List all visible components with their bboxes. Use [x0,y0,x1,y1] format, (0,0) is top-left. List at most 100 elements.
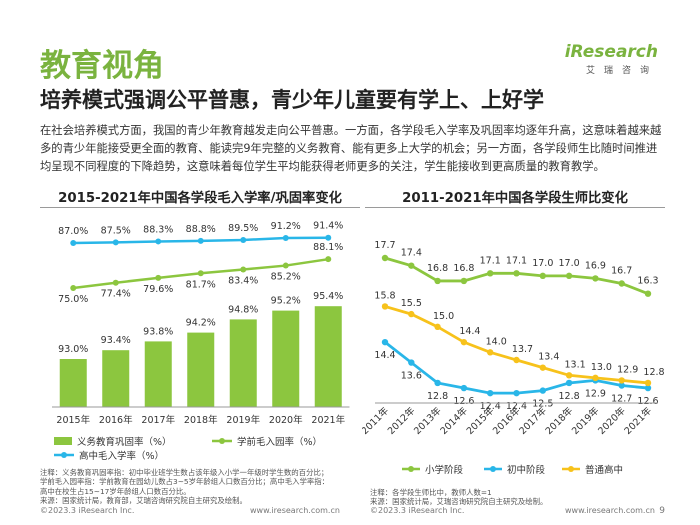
data-label: 16.9 [585,260,606,271]
data-label: 12.8 [427,391,448,402]
footer-right-url[interactable]: www.iresearch.com.cn [565,506,655,515]
point-preschool-enrollment [325,256,332,263]
point-highschool-enrollment [70,240,77,246]
point-preschool-enrollment [197,270,204,277]
page-subtitle: 培养模式强调公平普惠，青少年儿童要有学上、上好学 [40,88,544,112]
preschool-data-label: 77.4% [101,289,131,300]
data-label: 14.4 [459,326,480,337]
point-senior-high [381,303,389,310]
intro-paragraph: 在社会培养模式方面，我国的青少年教育越发走向公平普惠。一方面，各学段毛入学率及巩… [40,124,662,173]
highschool-data-label: 91.4% [313,221,343,232]
x-tick-label: 2021年 [622,404,655,437]
data-label: 16.3 [637,276,658,287]
right-chart-title-divider [365,207,665,208]
footer-right-copyright: ©2023.3 iResearch Inc. [370,506,465,515]
data-label: 17.7 [374,240,395,251]
legend-label: 小学阶段 [425,464,464,476]
point-highschool-enrollment [282,234,289,241]
x-tick-label: 2021年 [311,414,345,426]
bar-consolidation-rate [102,350,130,407]
logo-word: iResearch [564,42,658,62]
left-chart-title: 2015-2021年中国各学段毛入学率/巩固率变化 [58,191,342,206]
bar-consolidation-rate [187,332,215,407]
x-tick-label: 2014年 [438,404,471,437]
student-teacher-ratio-chart: 17.7 17.4 16.8 16.8 17.1 17.1 17.0 17.0 16.9 16.7… [362,240,665,476]
data-label: 13.6 [401,371,422,382]
bar-data-label: 93.0% [58,344,88,355]
bar-data-label: 95.4% [313,291,343,302]
legend-swatch-marker [490,466,496,472]
right-chart-title: 2011-2021年中国各学段生师比变化 [402,191,628,206]
point-preschool-enrollment [282,262,289,269]
data-label: 13.4 [538,352,559,363]
point-primary-school [381,254,389,262]
legend-swatch-bar [54,437,72,445]
point-primary-school [644,290,652,297]
x-tick-label: 2020年 [596,404,629,437]
data-label: 16.7 [611,266,632,277]
footer-left-url[interactable]: www.iresearch.com.cn [250,506,340,515]
left-note-line: 来源：国家统计局，教育部，艾瑞咨询研究院自主研究及绘制。 [40,496,247,506]
bar-consolidation-rate [229,319,257,407]
data-label: 13.7 [512,344,533,355]
point-highschool-enrollment [197,237,204,244]
point-junior-high [381,338,389,346]
preschool-data-label: 81.7% [186,279,216,290]
legend-swatch-marker [219,438,225,444]
data-label: 17.0 [532,258,553,269]
legend-label: 初中阶段 [507,464,546,476]
data-label: 12.4 [506,401,527,412]
x-tick-label: 2019年 [226,414,260,426]
point-highschool-enrollment [240,237,247,243]
point-primary-school [592,275,599,282]
point-preschool-enrollment [240,266,247,273]
point-highschool-enrollment [325,234,332,241]
preschool-data-label: 79.6% [143,284,173,295]
data-label: 12.4 [480,401,501,412]
page-title: 教育视角 [40,48,164,84]
x-tick-label: 2018年 [184,414,218,426]
point-junior-high [408,359,415,366]
point-junior-high [513,389,520,397]
legend-swatch-marker [568,466,574,472]
point-primary-school [539,272,546,280]
preschool-data-label: 83.4% [228,276,258,287]
bar-consolidation-rate [144,341,172,407]
point-primary-school [460,277,468,285]
x-tick-label: 2020年 [269,414,303,426]
left-note-line: 高中在校生占15~17岁年龄组人口数百分比。 [40,486,191,496]
legend-label: 义务教育巩固率（%） [77,436,172,448]
bar-data-label: 93.4% [101,335,131,346]
point-primary-school [487,270,494,277]
point-senior-high [539,364,546,371]
point-senior-high [592,374,599,382]
point-junior-high [644,384,652,392]
data-label: 17.0 [559,258,580,269]
x-tick-label: 2013年 [411,404,444,437]
iresearch-logo: iResearch 艾瑞咨询 [565,42,658,76]
data-label: 12.8 [643,367,664,378]
bar-consolidation-rate [314,306,342,407]
highschool-data-label: 88.8% [186,224,216,235]
right-note-line: 来源：国家统计局，艾瑞咨询研究院自主研究及绘制。 [370,497,548,507]
x-tick-label: 2015年 [56,414,90,426]
x-tick-label: 2016年 [99,414,133,426]
enrollment-rate-chart: 93.0% 93.4% 93.8% 94.2% 94.8% 95.2% 95.4% 2015年… [52,221,350,462]
highschool-data-label: 87.0% [58,226,88,237]
data-label: 12.5 [532,399,553,410]
point-junior-high [618,382,625,389]
bar-data-label: 94.2% [186,318,216,329]
data-label: 17.4 [401,248,422,259]
point-senior-high [513,356,520,364]
data-label: 14.0 [486,336,507,347]
left-note-line: 注释：义务教育巩固率指：初中毕业班学生数占该年级入小学一年级时学生数的百分比； [40,468,329,477]
data-label: 15.5 [401,298,422,309]
point-preschool-enrollment [112,279,119,286]
point-senior-high [644,379,652,387]
highschool-data-label: 87.5% [101,225,131,236]
point-preschool-enrollment [155,274,162,281]
x-tick-label: 2011年 [362,404,391,437]
point-senior-high [565,372,573,379]
bar-data-label: 94.8% [228,304,258,315]
point-senior-high [408,310,415,318]
